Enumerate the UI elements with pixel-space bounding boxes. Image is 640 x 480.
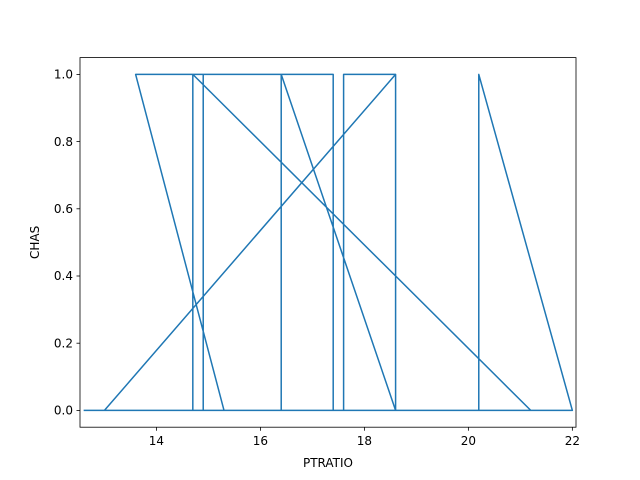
y-tick-label: 0.8 — [54, 135, 73, 149]
y-tick-label: 1.0 — [54, 68, 73, 82]
x-tick-label: 14 — [149, 434, 164, 448]
y-tick-label: 0.6 — [54, 202, 73, 216]
x-tick-label: 20 — [461, 434, 476, 448]
x-axis-label: PTRATIO — [303, 456, 353, 470]
series-line-0 — [83, 73, 574, 412]
x-tick-label: 16 — [253, 434, 268, 448]
x-axis: 14 16 18 20 22 — [149, 427, 580, 448]
y-tick-label: 0.0 — [54, 404, 73, 418]
axes-frame — [79, 57, 577, 428]
plot-area — [83, 73, 574, 412]
y-axis: 0.0 0.2 0.4 0.6 0.8 1.0 — [54, 68, 80, 418]
y-tick-label: 0.4 — [54, 269, 73, 283]
x-tick-label: 22 — [565, 434, 580, 448]
x-tick-label: 18 — [357, 434, 372, 448]
y-tick-label: 0.2 — [54, 336, 73, 350]
y-axis-label: CHAS — [28, 226, 42, 259]
